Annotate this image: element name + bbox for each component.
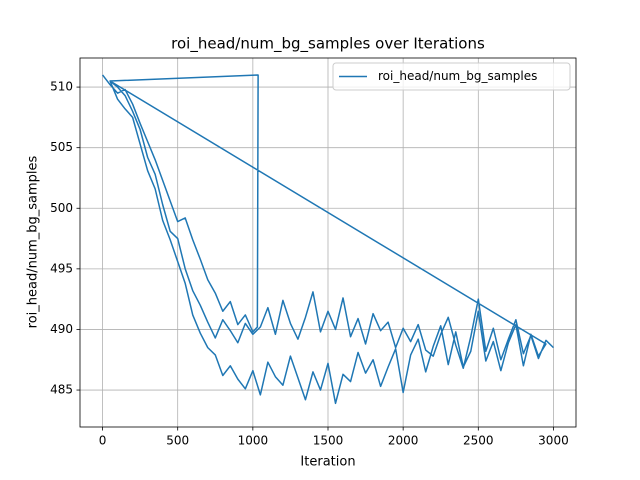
axes-frame <box>79 57 577 428</box>
y-tick-label: 500 <box>50 201 73 215</box>
x-tick-label: 0 <box>99 434 107 448</box>
x-tick-label: 3000 <box>538 434 569 448</box>
y-tick-label: 505 <box>50 140 73 154</box>
legend: roi_head/num_bg_samples <box>332 62 571 91</box>
y-tick-label: 510 <box>50 80 73 94</box>
x-tick-label: 1500 <box>313 434 344 448</box>
x-axis-label: Iteration <box>300 455 355 470</box>
y-tick-label: 495 <box>50 261 73 275</box>
y-tick-label: 485 <box>50 383 73 397</box>
legend-label: roi_head/num_bg_samples <box>378 69 537 83</box>
y-tick-label: 490 <box>50 322 73 336</box>
x-tick-label: 2500 <box>463 434 494 448</box>
x-tick-label: 500 <box>166 434 189 448</box>
chart-title: roi_head/num_bg_samples over Iterations <box>171 35 485 54</box>
legend-box <box>332 62 571 91</box>
x-tick-label: 1000 <box>238 434 269 448</box>
data-line <box>101 74 554 405</box>
x-tick-label: 2000 <box>388 434 419 448</box>
plot-area <box>101 74 554 405</box>
y-axis-label: roi_head/num_bg_samples <box>26 155 41 328</box>
